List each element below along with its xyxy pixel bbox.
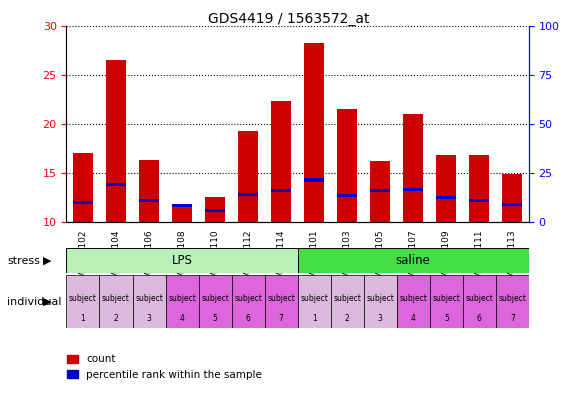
Bar xyxy=(364,275,397,328)
Bar xyxy=(66,275,99,328)
Bar xyxy=(403,188,423,191)
Bar xyxy=(139,199,159,202)
Text: 1: 1 xyxy=(80,314,86,323)
Bar xyxy=(469,155,489,222)
Legend: count, percentile rank within the sample: count, percentile rank within the sample xyxy=(63,350,266,384)
Bar xyxy=(139,160,159,222)
Bar xyxy=(99,275,132,328)
Bar xyxy=(106,60,126,222)
Bar xyxy=(430,275,463,328)
Bar xyxy=(298,248,529,273)
Bar xyxy=(370,189,390,192)
Bar xyxy=(205,209,225,212)
Bar xyxy=(265,275,298,328)
Bar xyxy=(463,275,496,328)
Text: ▶: ▶ xyxy=(43,297,51,307)
Text: 2: 2 xyxy=(114,314,118,323)
Text: subject: subject xyxy=(432,294,460,303)
Text: subject: subject xyxy=(69,294,97,303)
Bar xyxy=(199,275,232,328)
Bar xyxy=(502,174,523,222)
Bar xyxy=(205,197,225,222)
Text: subject: subject xyxy=(498,294,527,303)
Text: subject: subject xyxy=(300,294,328,303)
Bar xyxy=(304,178,324,182)
Text: saline: saline xyxy=(396,254,431,267)
Text: GDS4419 / 1563572_at: GDS4419 / 1563572_at xyxy=(208,12,370,26)
Text: 2: 2 xyxy=(345,314,350,323)
Text: subject: subject xyxy=(366,294,394,303)
Bar xyxy=(73,201,93,204)
Text: subject: subject xyxy=(135,294,163,303)
Bar xyxy=(403,114,423,222)
Bar xyxy=(238,130,258,222)
Bar xyxy=(338,109,357,222)
Text: 7: 7 xyxy=(510,314,515,323)
Text: subject: subject xyxy=(465,294,493,303)
Text: subject: subject xyxy=(399,294,427,303)
Text: 4: 4 xyxy=(180,314,184,323)
Bar xyxy=(304,43,324,222)
Bar xyxy=(397,275,430,328)
Text: individual: individual xyxy=(7,297,61,307)
Text: subject: subject xyxy=(334,294,361,303)
Bar xyxy=(502,203,523,206)
Bar xyxy=(298,275,331,328)
Bar xyxy=(271,189,291,192)
Bar xyxy=(66,248,298,273)
Text: subject: subject xyxy=(234,294,262,303)
Bar xyxy=(331,275,364,328)
Text: subject: subject xyxy=(168,294,196,303)
Text: subject: subject xyxy=(267,294,295,303)
Bar xyxy=(73,153,93,222)
Text: 6: 6 xyxy=(477,314,482,323)
Bar xyxy=(232,275,265,328)
Text: 5: 5 xyxy=(213,314,217,323)
Bar xyxy=(132,275,165,328)
Bar xyxy=(436,155,456,222)
Bar xyxy=(436,196,456,199)
Text: 3: 3 xyxy=(147,314,151,323)
Bar xyxy=(172,204,192,207)
Bar xyxy=(172,205,192,222)
Text: stress: stress xyxy=(7,255,40,266)
Bar xyxy=(496,275,529,328)
Text: 5: 5 xyxy=(444,314,449,323)
Text: subject: subject xyxy=(201,294,229,303)
Bar xyxy=(106,183,126,186)
Text: 4: 4 xyxy=(411,314,416,323)
Bar xyxy=(370,161,390,222)
Text: 6: 6 xyxy=(246,314,251,323)
Text: subject: subject xyxy=(102,294,130,303)
Bar xyxy=(238,193,258,196)
Text: 3: 3 xyxy=(378,314,383,323)
Text: LPS: LPS xyxy=(172,254,192,267)
Bar xyxy=(271,101,291,222)
Bar xyxy=(338,194,357,197)
Text: 7: 7 xyxy=(279,314,284,323)
Bar xyxy=(469,199,489,202)
Text: ▶: ▶ xyxy=(43,255,51,266)
Text: 1: 1 xyxy=(312,314,317,323)
Bar xyxy=(165,275,199,328)
